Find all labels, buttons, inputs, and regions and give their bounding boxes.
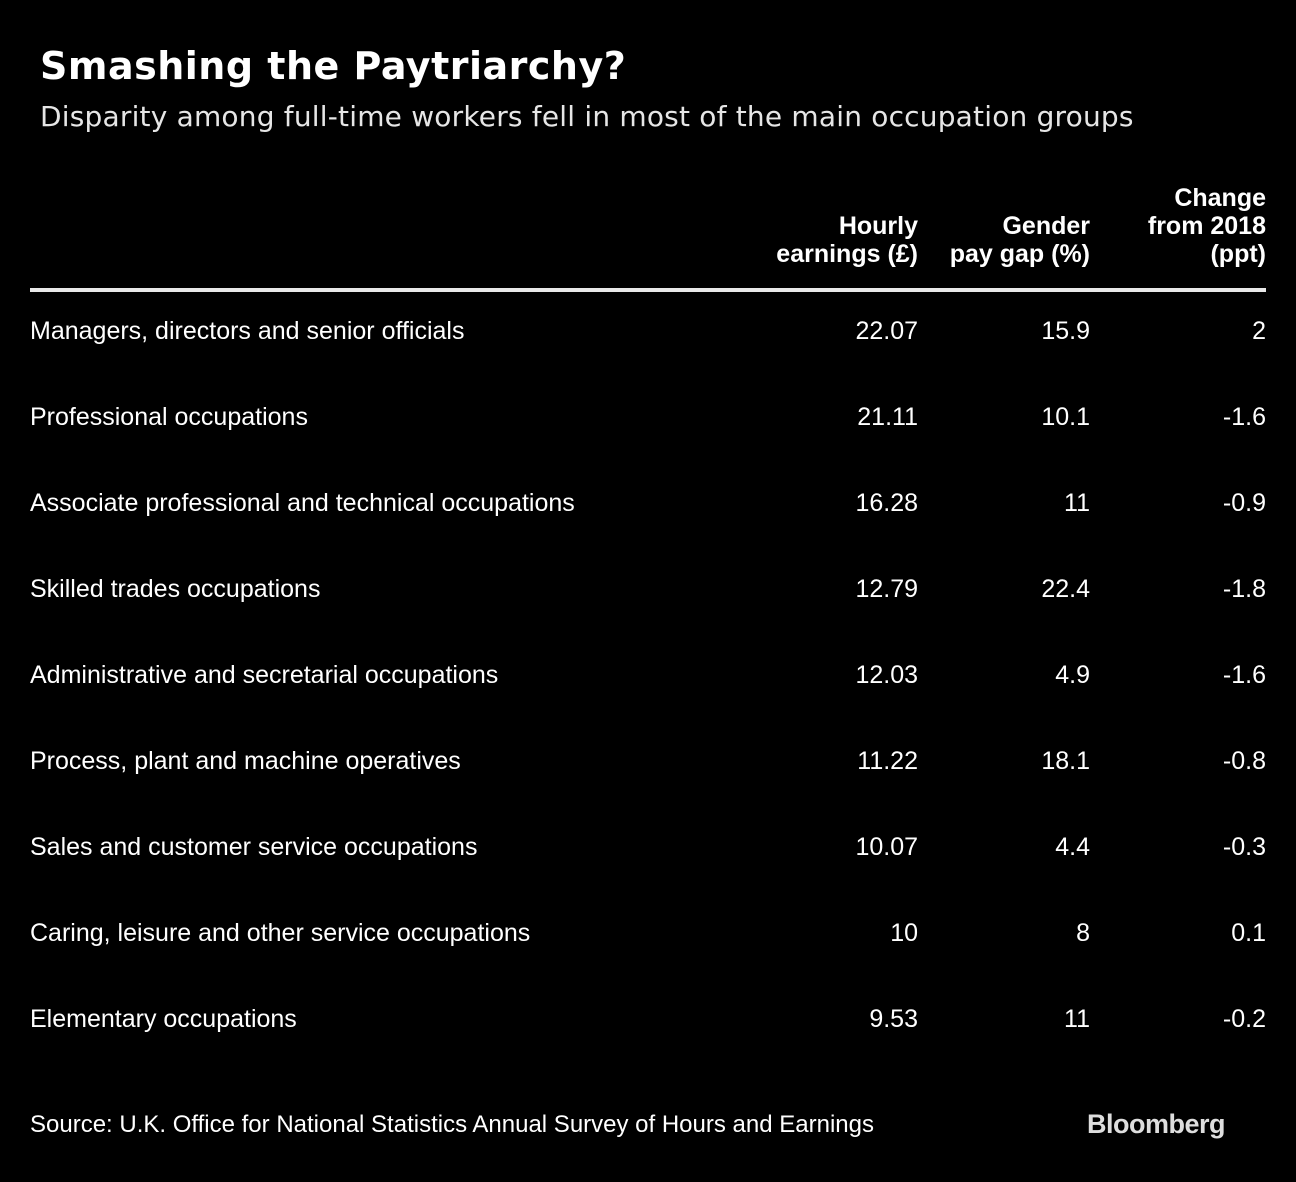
cell-hourly-earnings: 9.53: [869, 1005, 918, 1033]
cell-occupation: Elementary occupations: [30, 1005, 297, 1033]
cell-change-from-2018: -0.8: [1222, 747, 1266, 775]
column-header-gender-pay-gap: Gender pay gap (%): [949, 212, 1090, 268]
cell-hourly-earnings: 10: [890, 919, 918, 947]
cell-occupation: Associate professional and technical occ…: [30, 489, 575, 517]
cell-change-from-2018: -1.8: [1222, 575, 1266, 603]
bloomberg-logo: Bloomberg: [1087, 1109, 1226, 1139]
data-table: Hourly earnings (£) Gender pay gap (%) C…: [30, 182, 1266, 1066]
cell-change-from-2018: -0.2: [1222, 1005, 1266, 1033]
cell-gender-pay-gap: 15.9: [1041, 317, 1090, 345]
cell-hourly-earnings: 11.22: [857, 747, 918, 775]
cell-change-from-2018: -0.3: [1222, 833, 1266, 861]
cell-hourly-earnings: 22.07: [855, 317, 918, 345]
cell-hourly-earnings: 12.79: [855, 575, 918, 603]
cell-gender-pay-gap: 4.4: [1055, 833, 1090, 861]
cell-gender-pay-gap: 10.1: [1041, 403, 1090, 431]
cell-hourly-earnings: 12.03: [855, 661, 918, 689]
column-header-hourly-earnings: Hourly earnings (£): [776, 212, 918, 268]
cell-change-from-2018: 2: [1252, 317, 1266, 345]
cell-occupation: Sales and customer service occupations: [30, 833, 478, 861]
cell-occupation: Managers, directors and senior officials: [30, 317, 465, 345]
table-row: Skilled trades occupations 12.79 22.4 -1.8: [30, 550, 1266, 636]
cell-occupation: Skilled trades occupations: [30, 575, 321, 603]
cell-occupation: Professional occupations: [30, 403, 308, 431]
cell-change-from-2018: -1.6: [1222, 403, 1266, 431]
cell-gender-pay-gap: 8: [1076, 919, 1090, 947]
cell-change-from-2018: -0.9: [1222, 489, 1266, 517]
table-row: Administrative and secretarial occupatio…: [30, 636, 1266, 722]
table-body: Managers, directors and senior officials…: [30, 292, 1266, 1066]
cell-occupation: Administrative and secretarial occupatio…: [30, 661, 499, 689]
cell-occupation: Caring, leisure and other service occupa…: [30, 919, 531, 947]
cell-occupation: Process, plant and machine operatives: [30, 747, 461, 775]
table-row: Process, plant and machine operatives 11.…: [30, 722, 1266, 808]
cell-gender-pay-gap: 22.4: [1041, 575, 1090, 603]
cell-gender-pay-gap: 11: [1064, 489, 1090, 517]
cell-hourly-earnings: 21.11: [857, 403, 918, 431]
cell-gender-pay-gap: 4.9: [1055, 661, 1090, 689]
table-row: Managers, directors and senior officials…: [30, 292, 1266, 378]
header-divider: [30, 288, 1266, 292]
chart-title: Smashing the Paytriarchy?: [40, 44, 627, 88]
cell-hourly-earnings: 16.28: [855, 489, 918, 517]
source-note: Source: U.K. Office for National Statist…: [30, 1111, 874, 1138]
cell-gender-pay-gap: 18.1: [1041, 747, 1090, 775]
table-row: Sales and customer service occupations 10…: [30, 808, 1266, 894]
table-row: Associate professional and technical occ…: [30, 464, 1266, 550]
table-row: Professional occupations 21.11 10.1 -1.6: [30, 378, 1266, 464]
cell-gender-pay-gap: 11: [1064, 1005, 1090, 1033]
cell-hourly-earnings: 10.07: [855, 833, 918, 861]
table-row: Elementary occupations 9.53 11 -0.2: [30, 980, 1266, 1066]
chart-subtitle: Disparity among full-time workers fell i…: [40, 100, 1134, 133]
column-header-change-from-2018: Change from 2018 (ppt): [1147, 184, 1266, 268]
table-row: Caring, leisure and other service occupa…: [30, 894, 1266, 980]
cell-change-from-2018: 0.1: [1231, 919, 1266, 947]
cell-change-from-2018: -1.6: [1222, 661, 1266, 689]
table-header: Hourly earnings (£) Gender pay gap (%) C…: [30, 182, 1266, 288]
